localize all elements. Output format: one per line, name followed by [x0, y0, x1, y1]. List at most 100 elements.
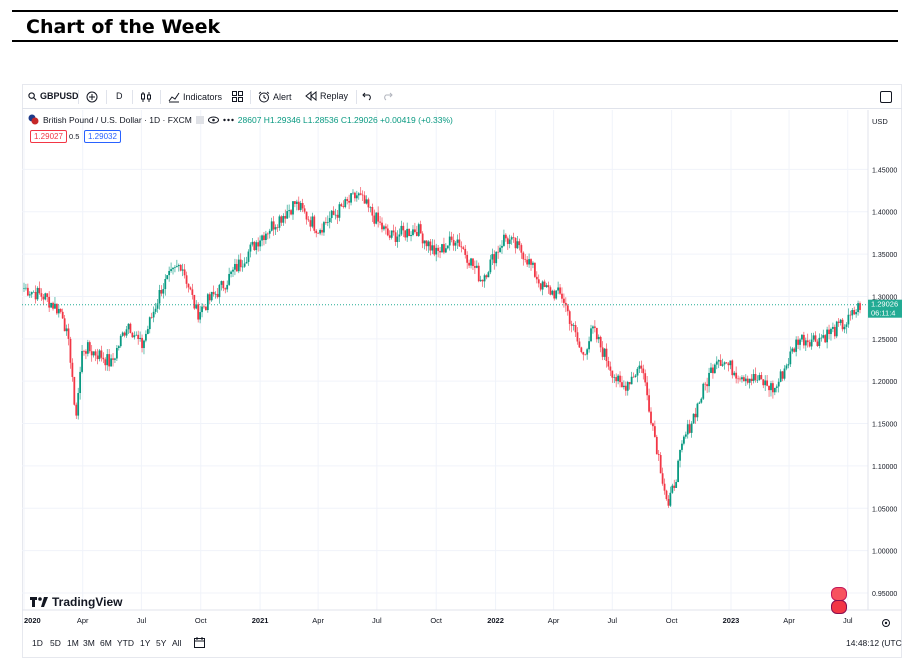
- candle-body: [282, 215, 285, 223]
- candle-body: [404, 230, 407, 238]
- candle-body: [524, 259, 527, 260]
- range-all[interactable]: All: [172, 638, 182, 648]
- templates-button[interactable]: [232, 91, 243, 102]
- candle-body: [67, 328, 70, 339]
- candle-body: [652, 423, 654, 427]
- utc-clock[interactable]: 14:48:12 (UTC: [846, 638, 902, 648]
- candle-body: [390, 230, 393, 238]
- candle-body: [216, 293, 219, 298]
- price-tick-label: 1.40000: [872, 210, 897, 217]
- candle-body: [690, 423, 693, 433]
- candle-body: [75, 404, 78, 416]
- candle-body: [797, 339, 799, 345]
- range-1m[interactable]: 1M: [67, 638, 79, 648]
- range-3m[interactable]: 3M: [83, 638, 95, 648]
- candle-body: [661, 473, 664, 484]
- range-1d[interactable]: 1D: [32, 638, 43, 648]
- range-5y[interactable]: 5Y: [156, 638, 167, 648]
- eye-icon[interactable]: [207, 116, 219, 124]
- candle-body: [85, 351, 87, 354]
- candle-body: [737, 378, 739, 380]
- range-ytd[interactable]: YTD: [117, 638, 134, 648]
- price-chart[interactable]: 0.95000 1.00000 1.05000 1.10000 1.15000 1.200…: [22, 110, 902, 630]
- candle-body: [851, 310, 854, 316]
- candle-body: [54, 303, 56, 309]
- alert-label: Alert: [273, 92, 292, 102]
- alert-button[interactable]: Alert: [258, 91, 292, 103]
- indicators-button[interactable]: Indicators: [168, 91, 222, 103]
- candle-body: [338, 204, 341, 218]
- fullscreen-icon: [880, 91, 892, 103]
- candle-body: [816, 341, 819, 346]
- candle-body: [793, 348, 796, 352]
- range-5d[interactable]: 5D: [50, 638, 61, 648]
- candle-body: [485, 275, 488, 278]
- candle-body: [781, 371, 784, 379]
- event-marker-icon[interactable]: [831, 587, 847, 601]
- candle-body: [822, 335, 825, 338]
- time-tick-label: Jul: [843, 616, 853, 625]
- candle-body: [528, 259, 530, 265]
- candle-body: [81, 351, 83, 372]
- interval-button[interactable]: D: [116, 91, 123, 101]
- flag-marker-icon[interactable]: [195, 115, 204, 124]
- fullscreen-button[interactable]: [880, 91, 892, 103]
- bid-price-button[interactable]: 1.29027: [30, 130, 67, 143]
- candle-body: [352, 192, 354, 194]
- candle-body: [708, 372, 710, 387]
- candle-body: [379, 221, 381, 223]
- candle-body: [514, 237, 517, 249]
- candle-body: [785, 365, 788, 369]
- section-heading: Chart of the Week: [12, 10, 898, 42]
- candle-body: [334, 214, 337, 216]
- candle-body: [599, 336, 602, 348]
- time-tick-label: 2022: [487, 616, 504, 625]
- candle-body: [719, 360, 722, 366]
- candle-body: [475, 265, 478, 268]
- candle-body: [174, 266, 176, 268]
- candle-body: [135, 334, 138, 336]
- candle-body: [175, 266, 178, 267]
- candle-body: [748, 378, 751, 383]
- candle-body: [516, 241, 519, 249]
- replay-button[interactable]: Replay: [305, 91, 348, 101]
- bottom-toolbar: 1D 5D 1M 3M 6M YTD 1Y 5Y All 14:48:12 (U…: [22, 634, 902, 652]
- candle-body: [443, 244, 445, 253]
- candle-body: [247, 251, 250, 262]
- event-marker-icon[interactable]: [831, 600, 847, 614]
- candle-body: [100, 350, 103, 358]
- candle-body: [365, 199, 368, 204]
- candle-body: [721, 364, 724, 366]
- candle-body: [750, 378, 753, 381]
- candle-body: [119, 335, 122, 347]
- candle-body: [110, 358, 112, 367]
- candle-body: [46, 293, 49, 297]
- candle-body: [824, 335, 827, 343]
- more-icon[interactable]: [223, 118, 234, 122]
- compare-button[interactable]: [86, 91, 98, 103]
- candle-body: [222, 281, 225, 289]
- candle-body: [290, 210, 292, 215]
- date-range-icon[interactable]: [194, 637, 205, 648]
- redo-button[interactable]: [382, 91, 393, 101]
- symbol-search[interactable]: GBPUSD: [28, 91, 79, 101]
- candle-body: [444, 248, 447, 253]
- chart-type-button[interactable]: [140, 91, 152, 103]
- candle-body: [433, 245, 436, 255]
- candle-body: [621, 382, 623, 388]
- candle-body: [756, 379, 759, 381]
- candle-body: [34, 291, 37, 300]
- range-6m[interactable]: 6M: [100, 638, 112, 648]
- candle-body: [619, 375, 621, 383]
- settings-gear-icon[interactable]: [881, 618, 891, 628]
- ask-price-button[interactable]: 1.29032: [84, 130, 121, 143]
- candle-body: [412, 229, 414, 235]
- candle-body: [214, 293, 217, 295]
- range-1y[interactable]: 1Y: [140, 638, 151, 648]
- undo-button[interactable]: [362, 91, 373, 101]
- candle-body: [108, 354, 111, 367]
- candle-body: [234, 263, 236, 270]
- candle-body: [415, 232, 418, 236]
- candle-body: [775, 386, 778, 388]
- candle-body: [795, 339, 798, 352]
